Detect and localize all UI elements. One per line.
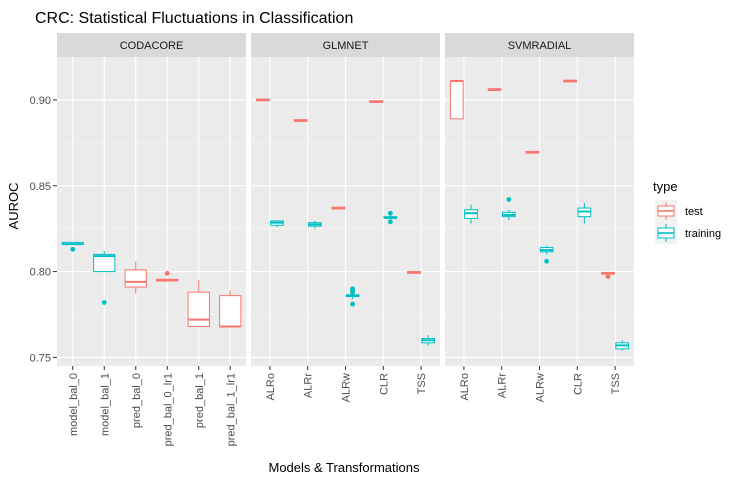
box-ALRw-training	[539, 245, 554, 264]
facet-strip	[251, 33, 440, 57]
box-body	[219, 295, 242, 328]
box-ALRo-training	[270, 220, 284, 227]
box-ALRr-training	[501, 197, 516, 221]
y-tick-label: 0.75	[30, 352, 51, 364]
x-tick-label: pred_bal_1	[194, 373, 206, 428]
facet-glmnet: GLMNET ALRo ALRr ALRw CLR TSS	[251, 33, 440, 402]
x-tick-label: TSS	[610, 373, 622, 394]
box-body	[93, 253, 116, 273]
x-tick-label: CLR	[378, 373, 390, 395]
facet-panels: CODACORE model_bal_0 model_bal_1 pred_bal_0…	[57, 33, 634, 446]
x-tick-label: pred_bal_0	[131, 373, 143, 428]
x-tick-label: TSS	[416, 373, 428, 394]
box-TSS-training	[421, 335, 436, 346]
x-tick-label: model_bal_1	[99, 373, 111, 436]
box-body	[449, 80, 464, 120]
box-ALRo-training	[464, 204, 478, 224]
box-TSS-test	[601, 271, 615, 280]
legend-title: type	[653, 179, 678, 194]
facet-svmradial: SVMRADIAL ALRo ALRr ALRw CLR TSS	[445, 33, 634, 402]
outlier-point	[101, 300, 107, 305]
box-CLR-training	[383, 210, 398, 225]
facet-strip	[57, 33, 246, 57]
legend-label-training: training	[685, 228, 721, 240]
panel-background	[57, 57, 246, 366]
x-tick-label: pred_bal_0_lr1	[162, 373, 174, 446]
box-ALRw-test	[525, 150, 540, 154]
legend-key-test	[655, 200, 677, 222]
x-axis-title: Models & Transformations	[268, 460, 420, 475]
outlier-point	[387, 219, 393, 225]
box-CLR-test	[369, 100, 384, 103]
box-pred_bal_0_lr1-test	[156, 270, 179, 282]
box-ALRr-training	[307, 220, 322, 229]
legend: type test training	[653, 179, 721, 244]
box-pred_bal_1_lr1-test	[219, 290, 242, 328]
y-tick-label: 0.90	[30, 95, 51, 107]
x-tick-label: ALRo	[459, 373, 471, 401]
box-body	[124, 269, 147, 288]
box-model_bal_1-training	[93, 250, 116, 305]
facet-strip-label: SVMRADIAL	[508, 40, 572, 52]
outlier-point	[387, 210, 393, 216]
y-axis: 0.75 0.80 0.85 0.90	[30, 95, 57, 364]
x-tick-label: model_bal_0	[68, 373, 80, 436]
box-ALRr-test	[293, 119, 308, 122]
facet-strip-label: GLMNET	[323, 40, 369, 52]
y-tick-label: 0.80	[30, 267, 51, 279]
outlier-point	[544, 258, 549, 264]
box-TSS-training	[615, 340, 630, 351]
y-axis-title: AUROC	[6, 183, 21, 230]
box-ALRo-test	[255, 98, 270, 102]
x-tick-label: ALRr	[497, 373, 509, 398]
chart-title: CRC: Statistical Fluctuations in Classif…	[35, 10, 353, 27]
facet-codacore: CODACORE model_bal_0 model_bal_1 pred_bal_0…	[57, 33, 246, 446]
box-body	[187, 291, 210, 328]
outlier-point	[350, 301, 355, 307]
x-tick-label: pred_bal_1_lr1	[225, 373, 237, 446]
box-CLR-training	[577, 202, 592, 224]
outlier-point	[605, 274, 611, 280]
box-pred_bal_1-test	[187, 280, 210, 328]
outlier-point	[506, 197, 512, 202]
box-pred_bal_0-test	[124, 261, 147, 294]
x-tick-label: CLR	[572, 373, 584, 395]
x-tick-label: ALRw	[341, 373, 353, 402]
outlier-point	[164, 270, 170, 276]
facet-strip	[445, 33, 634, 57]
box-CLR-test	[563, 79, 578, 83]
x-tick-label: ALRw	[535, 373, 547, 402]
outlier-point	[350, 286, 355, 292]
box-TSS-test	[407, 270, 421, 275]
facet-strip-label: CODACORE	[120, 40, 184, 52]
legend-key-training	[655, 222, 677, 244]
x-tick-label: ALRr	[303, 373, 315, 398]
box-ALRw-test	[331, 206, 346, 210]
legend-label-test: test	[685, 206, 703, 218]
box-ALRw-training	[345, 286, 360, 307]
y-tick-label: 0.85	[30, 181, 51, 193]
outlier-point	[70, 246, 76, 252]
box-model_bal_0-training	[61, 241, 84, 252]
box-ALRo-test	[449, 80, 464, 120]
box-ALRr-test	[487, 88, 502, 91]
x-tick-label: ALRo	[265, 373, 277, 401]
